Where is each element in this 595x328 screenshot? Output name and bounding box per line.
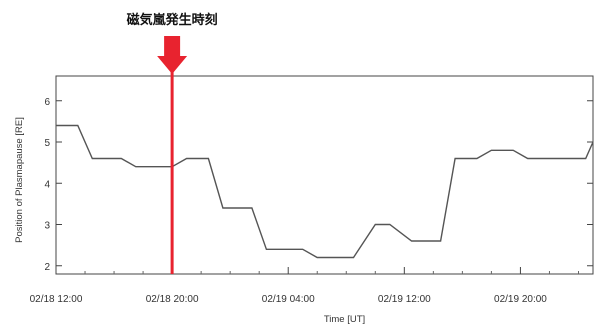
y-tick-label: 4 [44, 179, 50, 190]
storm-onset-label: 磁気嵐発生時刻 [127, 12, 218, 28]
y-tick-label: 3 [44, 221, 50, 232]
x-tick-label: 02/19 04:00 [262, 294, 315, 305]
storm-onset-arrow-icon [157, 36, 188, 74]
x-tick-label: 02/18 20:00 [146, 294, 199, 305]
x-tick-label: 02/19 12:00 [378, 294, 431, 305]
x-axis-title: Time [UT] [324, 314, 365, 325]
y-tick-label: 5 [44, 138, 50, 149]
plot-frame [55, 75, 594, 275]
y-axis: 2 3 4 5 6 [44, 97, 593, 273]
x-tick-label: 02/19 20:00 [494, 294, 547, 305]
y-tick-label: 6 [44, 97, 50, 108]
x-axis: 02/18 12:00 02/18 20:00 02/19 04:00 02/19 1… [30, 267, 579, 305]
series-line-plasmapause [56, 124, 594, 259]
y-tick-label: 2 [44, 262, 50, 273]
x-tick-label: 02/18 12:00 [30, 294, 83, 305]
y-axis-title: Position of Plasmapause [RE] [14, 117, 25, 243]
